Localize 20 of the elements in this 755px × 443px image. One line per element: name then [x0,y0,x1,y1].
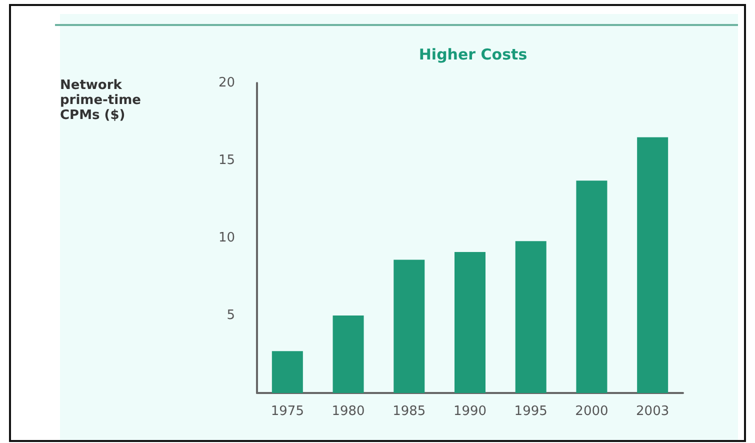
x-tick-label: 1990 [453,404,487,419]
bar [515,241,546,393]
bar [454,252,486,393]
text: Network prime-time CPMs ($) [60,78,142,123]
x-tick-label: 1995 [514,404,548,419]
bar [394,260,425,393]
chart-title: Higher Costs [418,46,528,64]
x-tick-label: 2000 [575,404,608,419]
y-tick-label: 15 [218,153,235,168]
x-tick-label: 1975 [270,404,304,419]
bar [576,180,608,393]
x-tick-label: 2003 [636,404,670,419]
bar [332,316,364,393]
y-tick-label: 10 [218,230,235,246]
bar [272,351,303,393]
y-tick-label: 5 [226,308,235,323]
y-tick-label: 20 [218,76,235,90]
x-tick-label: 1985 [392,404,426,419]
x-tick-label: 1980 [332,404,365,419]
bar [637,137,668,393]
